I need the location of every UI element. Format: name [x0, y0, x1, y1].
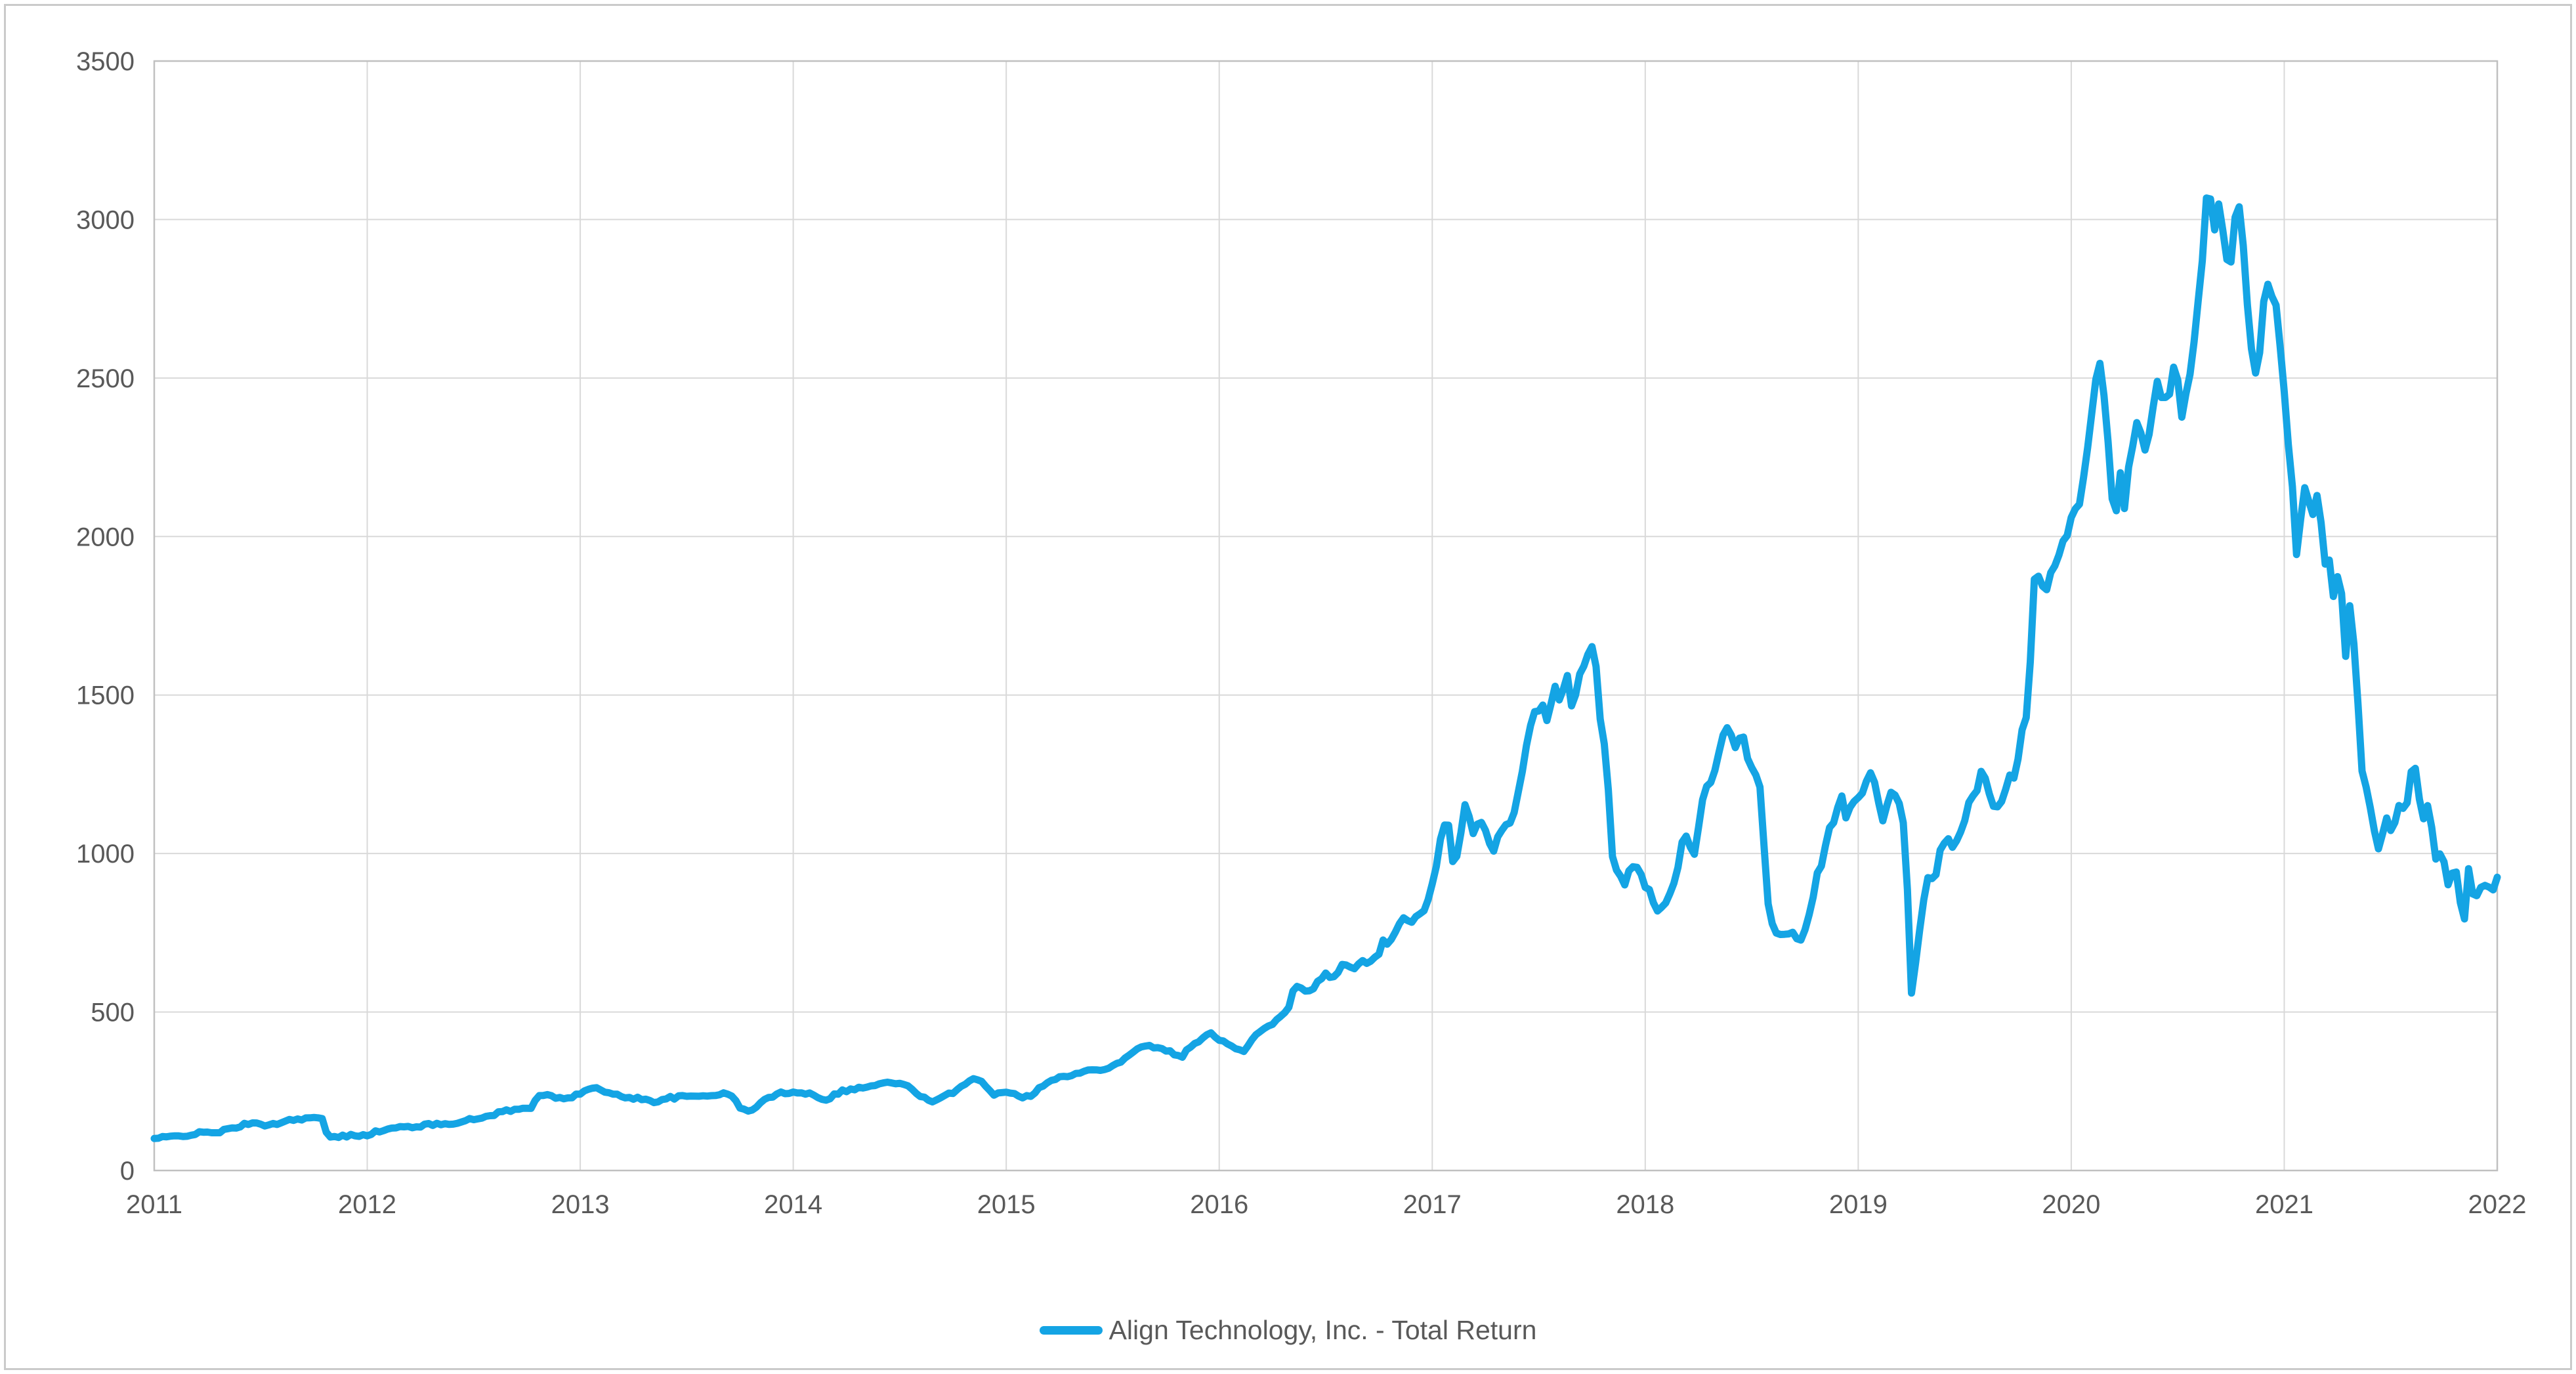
x-tick-label: 2015: [977, 1190, 1036, 1219]
x-tick-label: 2013: [551, 1190, 610, 1219]
legend: Align Technology, Inc. - Total Return: [0, 1313, 2576, 1347]
y-tick-label: 3500: [76, 47, 135, 76]
x-tick-label: 2014: [764, 1190, 822, 1219]
x-tick-label: 2016: [1190, 1190, 1248, 1219]
y-tick-label: 2500: [76, 364, 135, 393]
legend-line-swatch: [1039, 1325, 1103, 1335]
y-tick-label: 3000: [76, 205, 135, 234]
plot-border: [153, 60, 2499, 1172]
x-tick-label: 2017: [1403, 1190, 1462, 1219]
y-tick-label: 1000: [76, 840, 135, 869]
x-tick-label: 2012: [338, 1190, 396, 1219]
y-tick-label: 0: [120, 1157, 135, 1186]
x-tick-label: 2011: [126, 1190, 182, 1219]
y-tick-label: 1500: [76, 681, 135, 710]
legend-label: Align Technology, Inc. - Total Return: [1109, 1314, 1537, 1345]
x-tick-label: 2018: [1616, 1190, 1674, 1219]
y-tick-label: 500: [91, 998, 135, 1027]
y-tick-label: 2000: [76, 523, 135, 551]
x-tick-label: 2021: [2255, 1190, 2313, 1219]
total-return-line: [150, 194, 2501, 1142]
x-tick-label: 2022: [2468, 1190, 2527, 1219]
x-tick-label: 2020: [2042, 1190, 2100, 1219]
chart-outer-border: [4, 4, 2572, 1370]
x-tick-label: 2019: [1829, 1190, 1888, 1219]
